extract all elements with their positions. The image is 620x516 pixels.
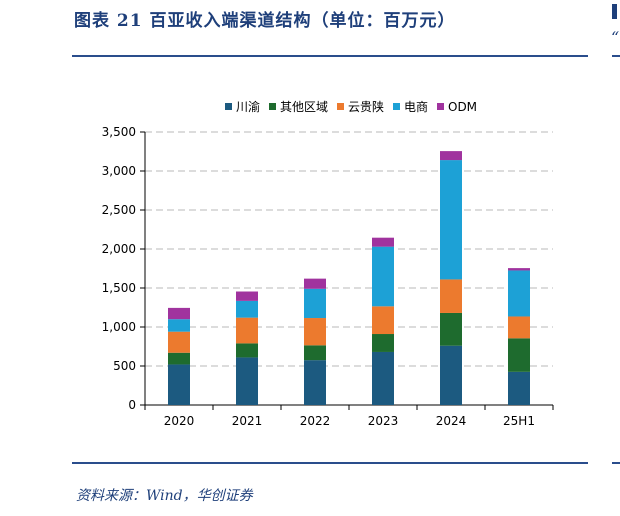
bar-segment [440, 160, 462, 280]
x-tick-label: 25H1 [503, 414, 535, 428]
bar-segment [372, 237, 394, 247]
edge-divider-bottom [612, 462, 620, 464]
legend-label: ODM [448, 100, 477, 114]
bar-segment [236, 343, 258, 358]
bar-segment [236, 317, 258, 344]
bar-segment [440, 279, 462, 313]
bar-segment [508, 268, 530, 271]
bar-segment [236, 357, 258, 405]
bar-segment [508, 338, 530, 372]
bar-segment [236, 300, 258, 318]
y-tick-label: 500 [113, 359, 136, 373]
legend-swatch [337, 103, 344, 110]
x-tick-label: 2022 [300, 414, 331, 428]
edge-mark [612, 4, 617, 19]
y-tick-label: 1,000 [102, 320, 136, 334]
bar-segment [168, 352, 190, 365]
x-tick-label: 2024 [436, 414, 467, 428]
legend-swatch [225, 103, 232, 110]
bar-segment [168, 307, 190, 320]
bar-segment [372, 306, 394, 335]
bar-segment [440, 151, 462, 161]
y-tick-label: 1,500 [102, 281, 136, 295]
bar-segment [372, 334, 394, 352]
x-tick-label: 2023 [368, 414, 399, 428]
edge-cutoff-glyph: “ [611, 28, 620, 47]
figure-title: 图表 21 百亚收入端渠道结构（单位：百万元） [74, 11, 456, 31]
bar-segment [440, 312, 462, 346]
legend-swatch [269, 103, 276, 110]
legend-label: 川渝 [236, 99, 260, 114]
bar-segment [508, 270, 530, 317]
stacked-bar-chart: 0 500 1,000 1,500 2,000 2,500 3,000 3,500 2020 20… [102, 99, 554, 428]
source-divider [72, 462, 588, 464]
edge-divider-top [612, 55, 620, 57]
legend-swatch [437, 103, 444, 110]
legend-label: 电商 [404, 99, 428, 114]
bar-segment [304, 288, 326, 319]
bar-segment [168, 331, 190, 353]
title-divider [72, 55, 588, 57]
bar-segment [236, 291, 258, 301]
y-tick-label: 3,500 [102, 125, 136, 139]
y-tick-label: 2,500 [102, 203, 136, 217]
bar-segment [168, 319, 190, 332]
legend-label: 云贵陕 [348, 99, 384, 114]
y-tick-label: 3,000 [102, 164, 136, 178]
legend-label: 其他区域 [280, 100, 328, 114]
bar-segment [304, 345, 326, 361]
bar-segment [440, 345, 462, 405]
bar-segment [508, 371, 530, 405]
bar-segment [372, 351, 394, 405]
x-tick-label: 2020 [164, 414, 195, 428]
legend-swatch [393, 103, 400, 110]
bar-segment [304, 278, 326, 289]
bar-segment [372, 246, 394, 307]
bar-segment [168, 364, 190, 405]
bar-segment [304, 360, 326, 405]
y-tick-label: 2,000 [102, 242, 136, 256]
bar-segment [304, 318, 326, 346]
y-tick-label: 0 [128, 398, 136, 412]
bar-segment [508, 316, 530, 339]
source-note: 资料来源：Wind，华创证券 [76, 488, 253, 504]
x-tick-label: 2021 [232, 414, 263, 428]
